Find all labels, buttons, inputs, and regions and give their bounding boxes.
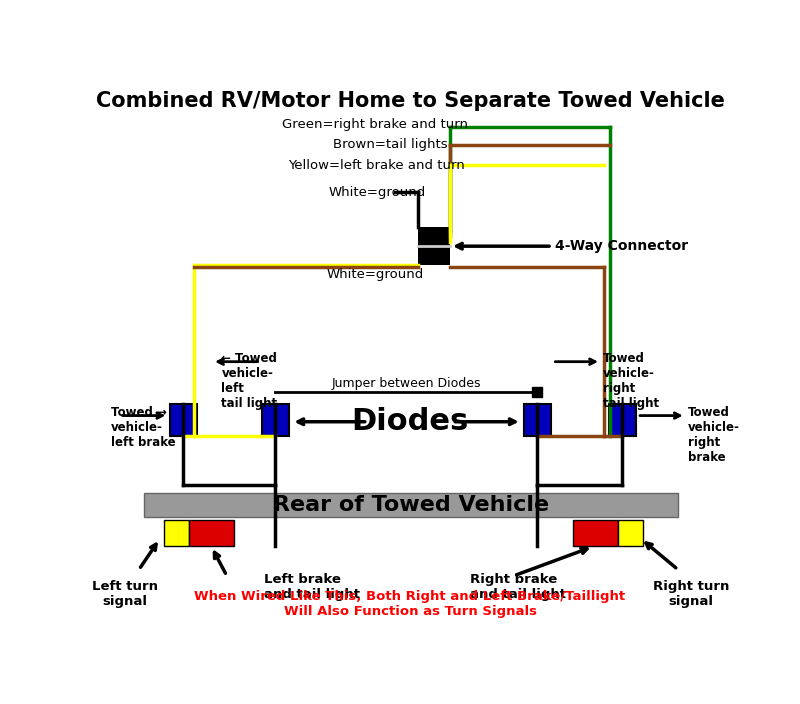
Text: White=ground: White=ground: [326, 268, 424, 281]
Text: Right turn
signal: Right turn signal: [653, 579, 730, 608]
Bar: [609, 404, 636, 436]
Text: Brown=tail lights: Brown=tail lights: [334, 138, 448, 151]
Bar: [574, 520, 618, 546]
Bar: [262, 404, 289, 436]
Text: ← Towed
vehicle-
left
tail light: ← Towed vehicle- left tail light: [222, 353, 278, 410]
Text: Right brake
and tail light: Right brake and tail light: [470, 572, 566, 601]
Bar: [618, 520, 643, 546]
Text: Left brake
and tail light: Left brake and tail light: [264, 572, 360, 601]
Text: Yellow=left brake and turn: Yellow=left brake and turn: [289, 159, 466, 172]
Text: Green=right brake and turn: Green=right brake and turn: [282, 118, 468, 131]
Text: Jumper between Diodes: Jumper between Diodes: [331, 377, 481, 390]
Text: White=ground: White=ground: [329, 186, 426, 199]
Text: Rear of Towed Vehicle: Rear of Towed Vehicle: [273, 495, 550, 515]
Bar: [189, 520, 234, 546]
Text: 4-Way Connector: 4-Way Connector: [457, 239, 688, 253]
Text: Left turn
signal: Left turn signal: [92, 579, 158, 608]
Text: Towed →
vehicle-
left brake: Towed → vehicle- left brake: [111, 406, 176, 449]
Bar: [163, 520, 189, 546]
Bar: [170, 404, 197, 436]
Text: Towed
vehicle-
right
brake: Towed vehicle- right brake: [688, 406, 740, 465]
Bar: [144, 493, 678, 517]
Text: Towed
vehicle-
right
tail light: Towed vehicle- right tail light: [603, 353, 659, 410]
Text: When Wired Like This, Both Right and Left Brake/Taillight
Will Also Function as : When Wired Like This, Both Right and Lef…: [194, 590, 626, 617]
Bar: [524, 404, 551, 436]
Bar: [418, 227, 450, 265]
Text: Combined RV/Motor Home to Separate Towed Vehicle: Combined RV/Motor Home to Separate Towed…: [95, 92, 725, 111]
Text: Diodes: Diodes: [351, 407, 469, 436]
